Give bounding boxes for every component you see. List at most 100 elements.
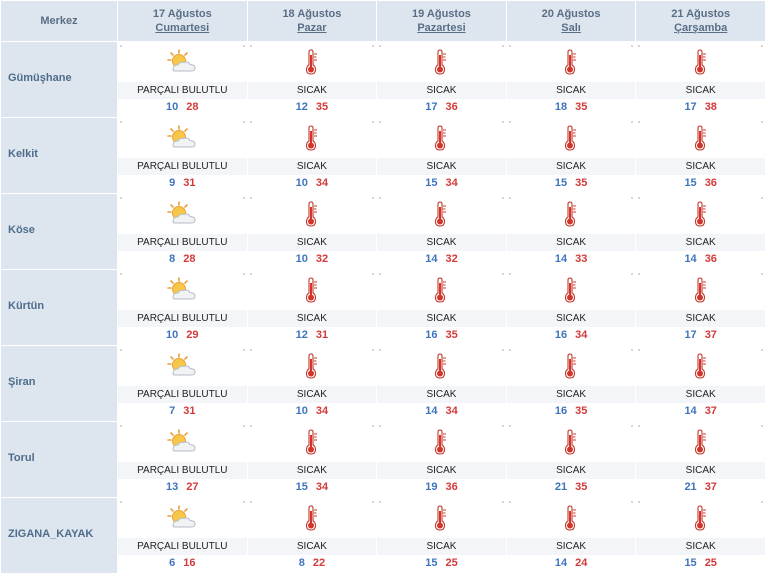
day-column-header[interactable]: 20 Ağustos Salı (506, 1, 636, 41)
min-temperature: 10 (166, 101, 179, 113)
condition-text: SICAK (636, 310, 765, 327)
thermometer-hot-icon (434, 505, 448, 536)
forecast-row: Şiran PARÇALI BULUTLU 7 31 SICAK 10 34 SICAK 14 3… (1, 346, 765, 421)
min-temperature: 21 (684, 481, 697, 493)
condition-text: PARÇALI BULUTLU (118, 82, 247, 99)
divider-dot (379, 197, 382, 199)
condition-text: SICAK (247, 538, 377, 555)
station-name-cell[interactable]: Şiran (1, 346, 117, 421)
thermometer-hot-icon (305, 429, 319, 460)
station-name[interactable]: Köse (8, 224, 35, 236)
divider-dot (761, 121, 763, 123)
station-name-cell[interactable]: Köse (1, 194, 117, 269)
min-temperature: 10 (295, 177, 308, 189)
temperature-range: 16 35 (506, 403, 636, 421)
min-temperature: 15 (425, 177, 438, 189)
station-name-cell[interactable]: ZIGANA_KAYAK (1, 498, 117, 573)
forecast-cell: SICAK 15 34 (377, 118, 506, 193)
divider-dot (249, 273, 252, 275)
temperature-range: 16 35 (377, 327, 506, 345)
divider-dot (638, 425, 641, 427)
divider-dot (638, 349, 641, 351)
day-column-header[interactable]: 18 Ağustos Pazar (247, 1, 377, 41)
condition-text: PARÇALI BULUTLU (118, 234, 247, 251)
condition-text: SICAK (377, 462, 506, 479)
temperature-range: 8 28 (118, 251, 247, 269)
min-temperature: 19 (425, 481, 438, 493)
condition-text: SICAK (636, 158, 765, 175)
max-temperature: 35 (445, 329, 458, 341)
min-temperature: 8 (298, 557, 305, 569)
condition-text: SICAK (247, 462, 377, 479)
divider-dot (501, 121, 504, 123)
forecast-cell: SICAK 21 35 (506, 422, 636, 497)
partly-cloudy-icon (167, 201, 197, 230)
max-temperature: 28 (183, 253, 196, 265)
divider-dot (501, 197, 504, 199)
divider-dot (631, 425, 634, 427)
max-temperature: 32 (315, 253, 329, 265)
station-name[interactable]: Torul (8, 452, 35, 464)
station-name-cell[interactable]: Kelkit (1, 118, 117, 193)
divider-dot (249, 45, 252, 47)
station-name[interactable]: Şiran (8, 376, 36, 388)
divider-dot (761, 197, 763, 199)
condition-text: SICAK (636, 462, 765, 479)
forecast-cell: SICAK 10 34 (247, 346, 377, 421)
forecast-cell: SICAK 15 35 (506, 118, 636, 193)
max-temperature: 34 (445, 405, 458, 417)
forecast-cell: SICAK 15 34 (247, 422, 377, 497)
station-name-cell[interactable]: Gümüşhane (1, 42, 117, 117)
forecast-cell: PARÇALI BULUTLU 8 28 (118, 194, 247, 269)
max-temperature: 33 (575, 253, 588, 265)
min-temperature: 10 (295, 253, 308, 265)
forecast-cell: SICAK 19 36 (377, 422, 506, 497)
divider-dot (242, 501, 245, 503)
temperature-range: 16 34 (506, 327, 636, 345)
forecast-cell: SICAK 14 33 (506, 194, 636, 269)
divider-dot (120, 425, 122, 427)
thermometer-hot-icon (694, 49, 708, 80)
max-temperature: 31 (183, 177, 196, 189)
station-name[interactable]: Kürtün (8, 300, 45, 312)
divider-dot (631, 273, 634, 275)
forecast-cell: PARÇALI BULUTLU 6 16 (118, 498, 247, 573)
min-temperature: 16 (425, 329, 438, 341)
divider-dot (379, 121, 382, 123)
divider-dot (242, 425, 245, 427)
thermometer-hot-icon (694, 353, 708, 384)
min-temperature: 16 (554, 329, 568, 341)
forecast-cell: PARÇALI BULUTLU 7 31 (118, 346, 247, 421)
max-temperature: 36 (704, 253, 717, 265)
divider-dot (242, 273, 245, 275)
temperature-range: 13 27 (118, 479, 247, 497)
condition-text: SICAK (247, 82, 377, 99)
station-name[interactable]: Kelkit (8, 148, 38, 160)
thermometer-hot-icon (694, 201, 708, 232)
forecast-cell: PARÇALI BULUTLU 10 29 (118, 270, 247, 345)
day-column-header[interactable]: 17 Ağustos Cumartesi (118, 1, 247, 41)
thermometer-hot-icon (564, 49, 578, 80)
forecast-row: Torul PARÇALI BULUTLU 13 27 SICAK 15 34 SICAK 19… (1, 422, 765, 497)
condition-text: SICAK (506, 386, 636, 403)
condition-text: SICAK (377, 158, 506, 175)
thermometer-hot-icon (564, 505, 578, 536)
max-temperature: 36 (445, 101, 458, 113)
station-name-cell[interactable]: Torul (1, 422, 117, 497)
condition-text: SICAK (377, 82, 506, 99)
max-temperature: 34 (445, 177, 458, 189)
thermometer-hot-icon (434, 429, 448, 460)
forecast-cell: SICAK 15 36 (636, 118, 765, 193)
station-name[interactable]: Gümüşhane (8, 72, 72, 84)
divider-dot (761, 501, 763, 503)
thermometer-hot-icon (694, 429, 708, 460)
max-temperature: 22 (312, 557, 326, 569)
condition-text: PARÇALI BULUTLU (118, 538, 247, 555)
day-column-header[interactable]: 19 Ağustos Pazartesi (377, 1, 506, 41)
forecast-row: Kelkit PARÇALI BULUTLU 9 31 SICAK 10 34 SICAK 15… (1, 118, 765, 193)
divider-dot (249, 121, 252, 123)
min-temperature: 15 (295, 481, 308, 493)
day-column-header[interactable]: 21 Ağustos Çarşamba (636, 1, 765, 41)
station-name-cell[interactable]: Kürtün (1, 270, 117, 345)
station-name[interactable]: ZIGANA_KAYAK (8, 528, 94, 540)
